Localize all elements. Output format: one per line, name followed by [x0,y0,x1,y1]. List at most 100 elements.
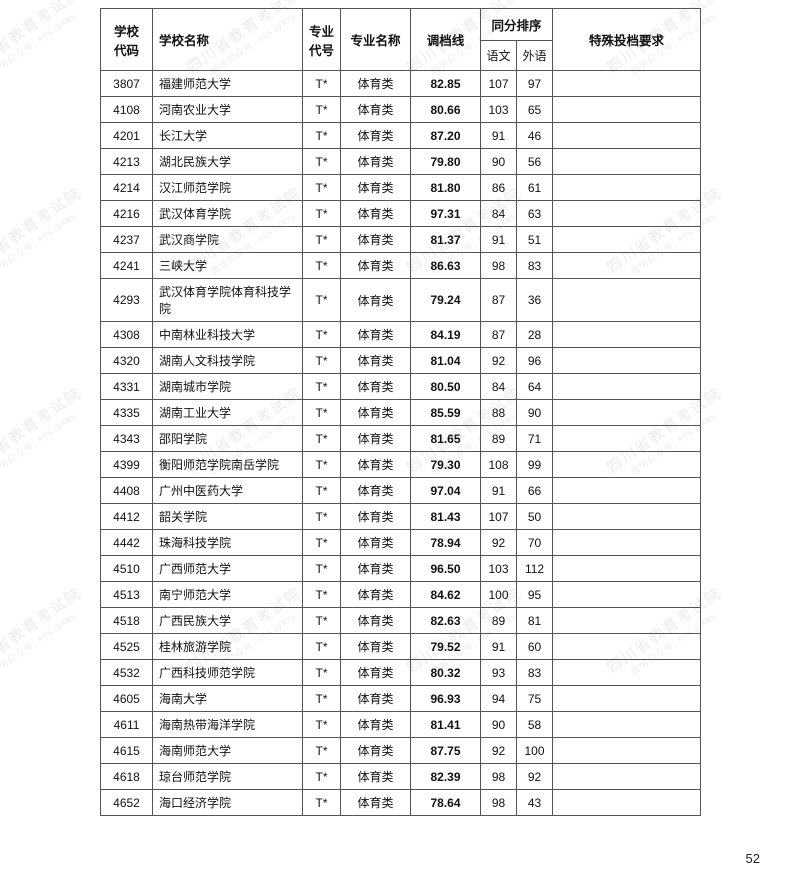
cell-major-name: 体育类 [341,175,411,201]
cell-tiebreak-chinese: 87 [481,322,517,348]
cell-major-code: T* [303,660,341,686]
cell-school-code: 4510 [101,556,153,582]
cell-major-name: 体育类 [341,123,411,149]
table-row: 4331 湖南城市学院 T* 体育类 80.50 84 64 [101,374,701,400]
cell-tiebreak-foreign: 64 [517,374,553,400]
cell-cutoff-line: 84.62 [411,582,481,608]
admission-score-table: 学校 代码 学校名称 专业 代号 专业名称 调档线 同分排序 特殊投档要求 语文… [100,8,701,816]
cell-cutoff-line: 80.50 [411,374,481,400]
cell-school-code: 4615 [101,738,153,764]
cell-tiebreak-foreign: 96 [517,348,553,374]
cell-major-name: 体育类 [341,608,411,634]
cell-major-code: T* [303,790,341,816]
cell-school-name: 广州中医药大学 [153,478,303,504]
cell-major-name: 体育类 [341,530,411,556]
table-row: 4652 海口经济学院 T* 体育类 78.64 98 43 [101,790,701,816]
cell-school-code: 4518 [101,608,153,634]
table-row: 4408 广州中医药大学 T* 体育类 97.04 91 66 [101,478,701,504]
cell-tiebreak-chinese: 92 [481,530,517,556]
cell-special-requirement [553,175,701,201]
cell-tiebreak-foreign: 97 [517,71,553,97]
cell-tiebreak-foreign: 83 [517,660,553,686]
cell-tiebreak-foreign: 83 [517,253,553,279]
cell-major-name: 体育类 [341,582,411,608]
cell-tiebreak-foreign: 58 [517,712,553,738]
cell-cutoff-line: 96.93 [411,686,481,712]
cell-cutoff-line: 85.59 [411,400,481,426]
cell-school-code: 4611 [101,712,153,738]
table-row: 4513 南宁师范大学 T* 体育类 84.62 100 95 [101,582,701,608]
cell-major-code: T* [303,530,341,556]
cell-major-code: T* [303,71,341,97]
cell-major-name: 体育类 [341,478,411,504]
cell-major-name: 体育类 [341,712,411,738]
cell-school-name: 广西民族大学 [153,608,303,634]
cell-school-code: 4412 [101,504,153,530]
cell-cutoff-line: 87.75 [411,738,481,764]
cell-tiebreak-chinese: 89 [481,608,517,634]
cell-school-name: 河南农业大学 [153,97,303,123]
cell-cutoff-line: 80.66 [411,97,481,123]
table-row: 4525 桂林旅游学院 T* 体育类 79.52 91 60 [101,634,701,660]
cell-cutoff-line: 79.24 [411,279,481,322]
cell-special-requirement [553,712,701,738]
cell-special-requirement [553,149,701,175]
cell-major-name: 体育类 [341,764,411,790]
table-row: 4532 广西科技师范学院 T* 体育类 80.32 93 83 [101,660,701,686]
cell-tiebreak-chinese: 90 [481,149,517,175]
cell-special-requirement [553,426,701,452]
cell-school-name: 长江大学 [153,123,303,149]
cell-cutoff-line: 79.80 [411,149,481,175]
cell-special-requirement [553,608,701,634]
cell-tiebreak-foreign: 51 [517,227,553,253]
cell-cutoff-line: 86.63 [411,253,481,279]
cell-cutoff-line: 81.65 [411,426,481,452]
cell-tiebreak-foreign: 65 [517,97,553,123]
cell-cutoff-line: 81.43 [411,504,481,530]
table-row: 4442 珠海科技学院 T* 体育类 78.94 92 70 [101,530,701,556]
cell-school-code: 4408 [101,478,153,504]
cell-school-code: 4213 [101,149,153,175]
cell-school-code: 4442 [101,530,153,556]
cell-cutoff-line: 82.39 [411,764,481,790]
cell-school-code: 4513 [101,582,153,608]
cell-special-requirement [553,686,701,712]
cell-tiebreak-foreign: 95 [517,582,553,608]
cell-school-code: 4320 [101,348,153,374]
header-special-requirement: 特殊投档要求 [553,9,701,71]
watermark-tile: 四川省教育考试院 微信公众号: scs.jyksy [0,184,93,288]
cell-special-requirement [553,790,701,816]
table-row: 4335 湖南工业大学 T* 体育类 85.59 88 90 [101,400,701,426]
cell-major-name: 体育类 [341,149,411,175]
table-row: 4214 汉江师范学院 T* 体育类 81.80 86 61 [101,175,701,201]
cell-special-requirement [553,764,701,790]
cell-major-name: 体育类 [341,279,411,322]
cell-school-code: 4214 [101,175,153,201]
cell-school-code: 3807 [101,71,153,97]
cell-school-name: 琼台师范学院 [153,764,303,790]
cell-major-code: T* [303,426,341,452]
cell-tiebreak-chinese: 91 [481,227,517,253]
cell-school-code: 4241 [101,253,153,279]
cell-school-name: 珠海科技学院 [153,530,303,556]
cell-school-name: 海南热带海洋学院 [153,712,303,738]
cell-tiebreak-chinese: 92 [481,348,517,374]
cell-school-name: 衡阳师范学院南岳学院 [153,452,303,478]
cell-major-code: T* [303,556,341,582]
cell-major-code: T* [303,279,341,322]
cell-major-code: T* [303,712,341,738]
cell-cutoff-line: 96.50 [411,556,481,582]
cell-major-code: T* [303,97,341,123]
table-row: 4518 广西民族大学 T* 体育类 82.63 89 81 [101,608,701,634]
header-tiebreak-group: 同分排序 [481,9,553,41]
header-major-name: 专业名称 [341,9,411,71]
cell-major-code: T* [303,452,341,478]
table-row: 4241 三峡大学 T* 体育类 86.63 98 83 [101,253,701,279]
admission-table-body: 3807 福建师范大学 T* 体育类 82.85 107 97 4108 河南农业大学 T* 体育类… [101,71,701,816]
cell-major-name: 体育类 [341,97,411,123]
cell-special-requirement [553,322,701,348]
cell-major-code: T* [303,322,341,348]
cell-major-name: 体育类 [341,790,411,816]
cell-school-name: 广西师范大学 [153,556,303,582]
cell-school-code: 4331 [101,374,153,400]
